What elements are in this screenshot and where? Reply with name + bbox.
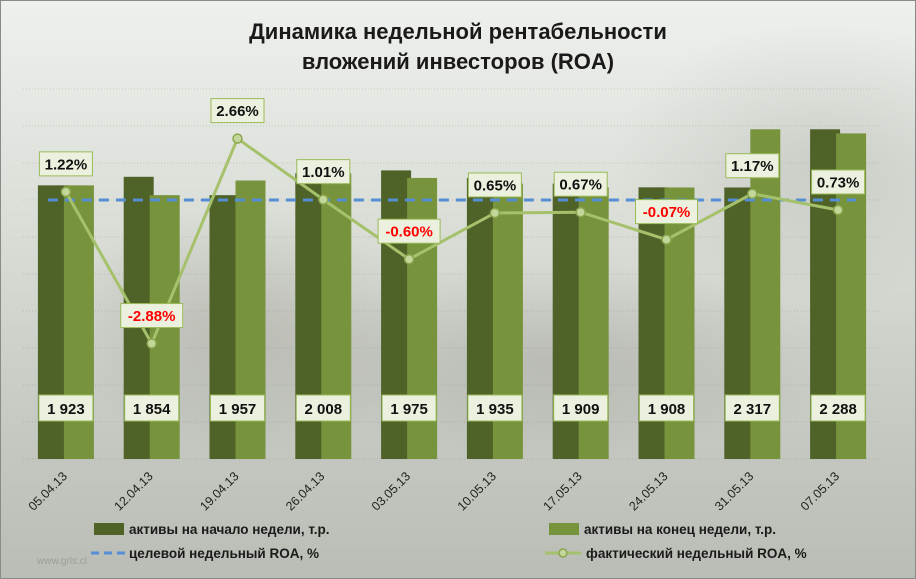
roa-label-box	[725, 153, 780, 179]
roa-point	[575, 206, 586, 218]
x-tick-label: 26.04.13	[283, 469, 327, 513]
roa-point	[489, 207, 501, 219]
line-series	[47, 133, 857, 349]
bar-label-box	[467, 394, 523, 422]
x-tick-label: 07.05.13	[798, 469, 842, 513]
roa-point	[403, 253, 415, 265]
roa-label-box	[635, 199, 698, 225]
legend-marker-actual-roa	[558, 548, 568, 558]
bar-label-box	[295, 394, 351, 422]
actual-roa-line	[64, 136, 839, 347]
roa-value-label: -0.07%	[643, 204, 691, 221]
legend: активы на начало недели, т.р. активы на …	[91, 522, 807, 561]
bar-value-label: 2 288	[819, 401, 857, 418]
bar-value-label: 1 908	[648, 401, 686, 418]
x-tick-label: 24.05.13	[626, 469, 670, 513]
bar-value-label: 1 909	[562, 401, 600, 418]
x-tick-label: 31.05.13	[712, 469, 756, 513]
roa-label-box	[553, 171, 608, 197]
bar-label-box	[124, 394, 180, 422]
bar-value-label: 2 317	[734, 401, 772, 418]
bar-label-box	[210, 394, 265, 422]
roa-label-box	[377, 218, 441, 244]
x-tick-label: 17.05.13	[541, 469, 585, 513]
roa-value-label: 1.17%	[731, 158, 774, 175]
bar-value-label: 1 975	[390, 401, 428, 418]
x-tick-label: 19.04.13	[197, 469, 241, 513]
legend-label-actual-roa: фактический недельный ROA, %	[586, 546, 807, 561]
x-tick-label: 03.05.13	[369, 469, 413, 513]
legend-swatch-start-assets	[94, 523, 124, 535]
roa-value-label: 0.65%	[474, 177, 517, 194]
legend-label-start-assets: активы на начало недели, т.р.	[129, 522, 330, 537]
bar-label-box	[38, 394, 94, 422]
roa-point	[661, 234, 672, 245]
roa-label-box	[296, 159, 351, 185]
roa-value-label: 0.73%	[817, 174, 860, 191]
bar-value-label: 1 935	[476, 401, 514, 418]
roa-value-label: 1.01%	[302, 164, 345, 181]
bar-value-label: 1 854	[133, 401, 171, 418]
bar-value-label: 2 008	[305, 401, 343, 418]
bar-label-box	[381, 394, 437, 422]
roa-value-labels: 1.22% -2.88% 2.66% 1.01% -0.60% 0.65% 0.67% -0.…	[38, 98, 866, 329]
bar-value-label: 1 957	[219, 401, 257, 418]
bar-label-box	[724, 394, 780, 422]
bar-label-box	[639, 394, 694, 422]
bar-label-box	[553, 394, 609, 422]
legend-label-end-assets: активы на конец недели, т.р.	[584, 522, 776, 537]
roa-value-label: -0.60%	[385, 224, 433, 241]
bar-value-labels: 1 923 1 854 1 957 2 008 1 975 1 935 1 909 1 908…	[38, 394, 866, 422]
roa-label-box	[210, 98, 265, 124]
roa-point	[232, 133, 243, 144]
bar-value-label: 1 923	[47, 401, 85, 418]
roa-label-box	[120, 303, 184, 329]
roa-point	[318, 194, 329, 205]
legend-label-target-roa: целевой недельный ROA, %	[129, 546, 319, 561]
x-tick-label: 05.04.13	[26, 469, 70, 513]
chart-title-line-2: вложений инвесторов (ROA)	[302, 49, 614, 74]
watermark: www.grls.cl	[36, 556, 87, 567]
x-tick-label: 12.04.13	[112, 469, 156, 513]
roa-label-box	[467, 172, 522, 198]
roa-value-label: 2.66%	[216, 103, 259, 120]
legend-swatch-end-assets	[549, 523, 579, 535]
roa-point	[146, 338, 157, 349]
roa-point	[747, 188, 758, 199]
roa-value-label: 1.22%	[45, 156, 88, 173]
roa-point	[60, 186, 72, 198]
roa-point	[832, 204, 844, 216]
x-axis-tick-labels: 05.04.13 12.04.13 19.04.13 26.04.13 03.05.13…	[26, 469, 843, 513]
roa-value-label: 0.67%	[559, 177, 602, 194]
roa-value-label: -2.88%	[128, 308, 176, 325]
roa-label-box	[38, 151, 93, 177]
x-tick-label: 10.05.13	[455, 469, 499, 513]
chart-title-line-1: Динамика недельной рентабельности	[249, 19, 667, 44]
roa-label-box	[811, 169, 866, 195]
bar-label-box	[810, 394, 866, 422]
